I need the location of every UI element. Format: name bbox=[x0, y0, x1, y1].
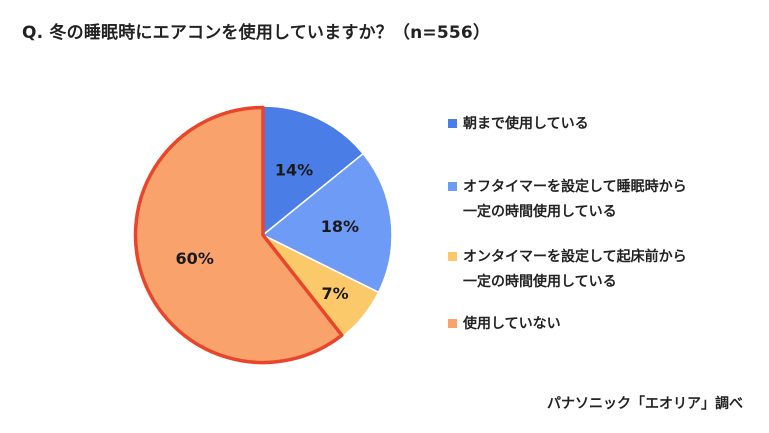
legend-label-0: 朝まで使用している bbox=[463, 116, 589, 132]
legend-swatch-2 bbox=[448, 252, 457, 261]
legend-item-0: 朝まで使用している bbox=[448, 112, 589, 137]
legend-item-1: オフタイマーを設定して睡眠時から 一定の時間使用している bbox=[448, 175, 687, 225]
legend-label-2: オンタイマーを設定して起床前から 一定の時間使用している bbox=[463, 249, 687, 290]
chart-title: Q. 冬の睡眠時にエアコンを使用していますか？（n=556） bbox=[22, 23, 491, 43]
pie-slice-1 bbox=[261, 152, 393, 294]
pie-slice-highlight-3 bbox=[133, 105, 344, 365]
slice-label-2: 7% bbox=[322, 284, 349, 303]
pie-slice-0 bbox=[262, 105, 365, 237]
source-note: パナソニック「エオリア」調べ bbox=[547, 396, 743, 412]
slice-label-3: 60% bbox=[176, 249, 214, 268]
legend-swatch-3 bbox=[448, 319, 457, 328]
legend-swatch-0 bbox=[448, 119, 457, 128]
legend-item-3: 使用していない bbox=[448, 312, 561, 337]
legend-swatch-1 bbox=[448, 182, 457, 191]
slice-label-0: 14% bbox=[275, 160, 313, 179]
slice-label-1: 18% bbox=[321, 217, 359, 236]
legend-item-2: オンタイマーを設定して起床前から 一定の時間使用している bbox=[448, 245, 687, 295]
legend-label-3: 使用していない bbox=[463, 316, 561, 332]
legend-label-1: オフタイマーを設定して睡眠時から 一定の時間使用している bbox=[463, 179, 687, 220]
